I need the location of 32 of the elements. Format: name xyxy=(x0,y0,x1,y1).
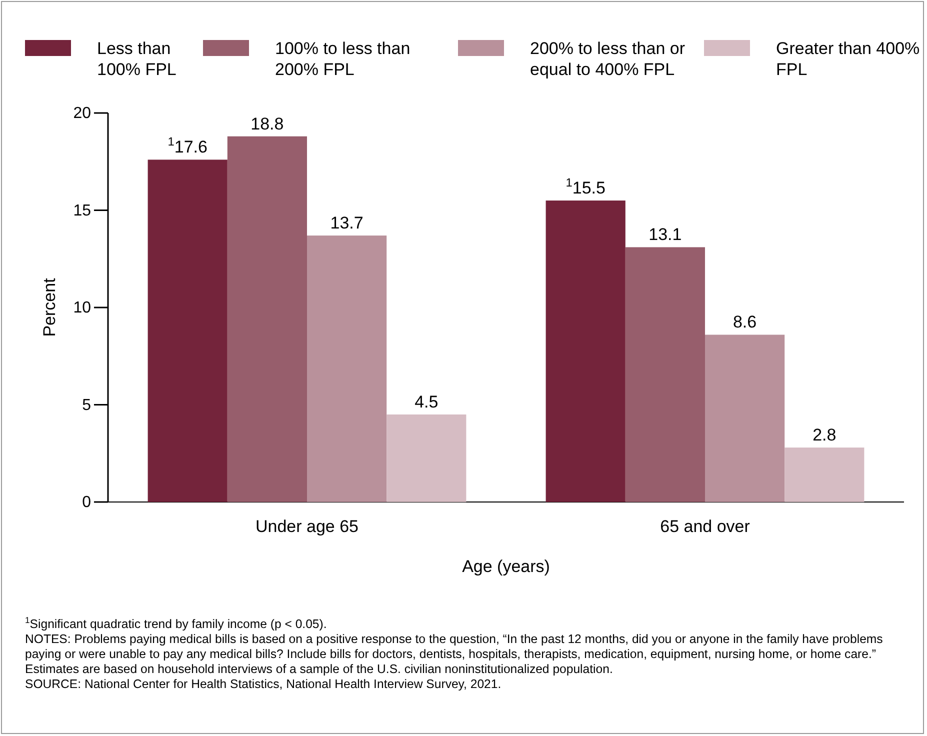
bar xyxy=(148,160,228,502)
legend-label: 100% to less than 200% FPL xyxy=(275,39,410,79)
y-tick-label: 0 xyxy=(82,494,92,512)
data-label: 13.7 xyxy=(330,214,364,233)
data-label: 8.6 xyxy=(732,312,757,332)
bar xyxy=(546,200,626,502)
text: $^{1}$Significant quadratic trend by family income (p < 0.05). xyxy=(25,615,327,631)
data-label: 18.8 xyxy=(250,114,284,134)
y-axis-title: Percent xyxy=(40,278,59,337)
legend-label: 200% to less than or equal to 400% FPL xyxy=(530,39,686,79)
y-tick-label: 20 xyxy=(73,105,92,122)
data-label: 4.5 xyxy=(414,392,438,412)
y-tick-label: 10 xyxy=(73,300,92,317)
y-tick-label: 15 xyxy=(73,202,92,220)
data-label: 13.1 xyxy=(648,225,682,244)
x-tick-label: 65 and over xyxy=(660,517,750,536)
bar xyxy=(227,136,307,502)
bar xyxy=(705,334,785,502)
bar xyxy=(307,236,387,502)
data-label: $^{1}$15.5 xyxy=(566,176,606,198)
legend-label: Less than 100% FPL xyxy=(97,39,176,79)
x-tick-label: Under age 65 xyxy=(255,517,359,536)
legend-label: Greater than 400% FPL xyxy=(776,39,920,79)
bar xyxy=(386,414,466,502)
x-axis-title: Age (years) xyxy=(462,557,550,576)
bar xyxy=(784,448,864,502)
source-note: SOURCE: National Center for Health Statistics, National Health Interview Survey, 2021. xyxy=(25,677,502,691)
bar xyxy=(625,247,705,502)
data-label: $^{1}$17.6 xyxy=(168,134,208,157)
data-label: 2.8 xyxy=(812,426,836,445)
y-tick-label: 5 xyxy=(82,396,92,414)
text: NOTES: Problems paying medical bills is based on a positive response to the question, “In the past 12 months, did you or anyone in the family have problems paying or were unable to pay any medical bills? Include bills for doctors, dentists, hospitals, therapists, medication, equipment, nursing home, or home care.” Estimates are based on household interviews of a sample of the U.S. civilian noninstitutionalized population. xyxy=(25,632,883,676)
